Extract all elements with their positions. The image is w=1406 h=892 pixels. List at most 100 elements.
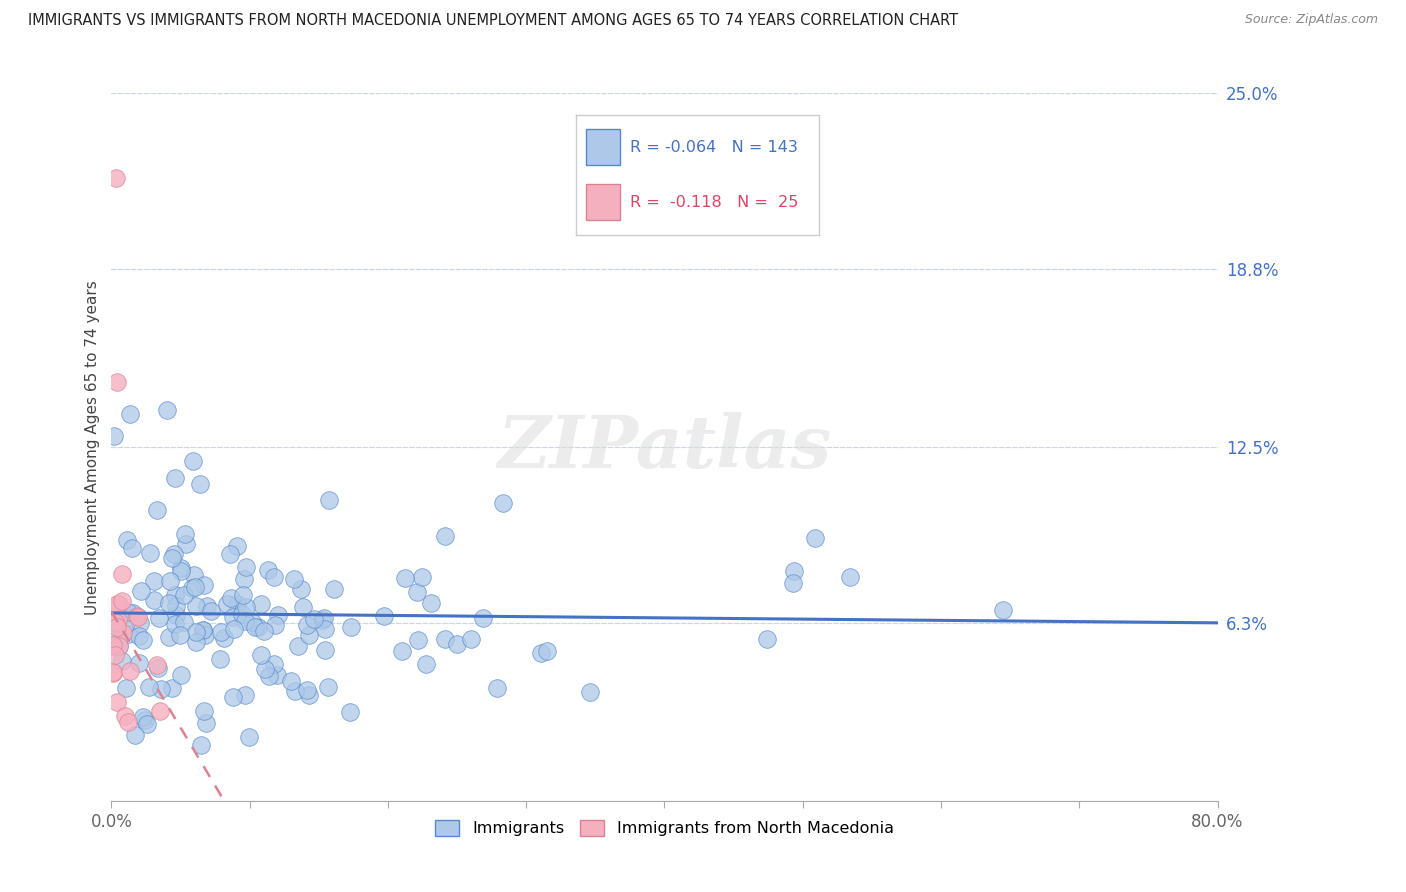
Point — [433, 529, 456, 543]
Point — [238, 730, 260, 744]
Point — [406, 585, 429, 599]
Point — [231, 607, 253, 622]
Point — [117, 626, 139, 640]
Point — [803, 531, 825, 545]
Point — [266, 668, 288, 682]
Point — [579, 685, 602, 699]
Point — [209, 652, 232, 666]
Point — [257, 669, 280, 683]
Point — [188, 476, 211, 491]
Point — [105, 620, 128, 634]
Point — [170, 668, 193, 682]
Point — [485, 681, 508, 695]
Legend: Immigrants, Immigrants from North Macedonia: Immigrants, Immigrants from North Macedo… — [429, 814, 900, 843]
Point — [111, 594, 134, 608]
Point — [536, 644, 558, 658]
Point — [107, 639, 129, 653]
Point — [235, 600, 257, 615]
Point — [194, 716, 217, 731]
Point — [295, 683, 318, 698]
Point — [290, 582, 312, 596]
Point — [219, 591, 242, 605]
Point — [193, 623, 215, 637]
Text: IMMIGRANTS VS IMMIGRANTS FROM NORTH MACEDONIA UNEMPLOYMENT AMONG AGES 65 TO 74 Y: IMMIGRANTS VS IMMIGRANTS FROM NORTH MACE… — [28, 13, 959, 29]
Point — [143, 592, 166, 607]
Point — [246, 620, 269, 634]
Point — [132, 710, 155, 724]
Point — [434, 632, 457, 646]
Point — [242, 615, 264, 629]
Point — [105, 695, 128, 709]
Point — [104, 648, 127, 662]
Point — [193, 578, 215, 592]
Point — [263, 570, 285, 584]
Point — [232, 588, 254, 602]
Point — [173, 588, 195, 602]
Point — [149, 681, 172, 696]
Point — [373, 608, 395, 623]
Point — [267, 607, 290, 622]
Point — [165, 607, 187, 622]
Point — [200, 604, 222, 618]
Point — [101, 666, 124, 681]
Point — [156, 402, 179, 417]
Point — [118, 407, 141, 421]
Point — [101, 632, 124, 647]
Point — [124, 728, 146, 742]
Point — [226, 539, 249, 553]
Point — [209, 625, 232, 640]
Point — [298, 628, 321, 642]
Point — [222, 690, 245, 704]
Point — [446, 637, 468, 651]
Point — [127, 610, 149, 624]
Point — [146, 661, 169, 675]
Point — [174, 537, 197, 551]
Point — [471, 611, 494, 625]
Point — [165, 588, 187, 602]
Point — [302, 612, 325, 626]
Point — [121, 541, 143, 556]
Point — [415, 657, 437, 671]
Point — [112, 625, 135, 640]
Point — [165, 599, 187, 613]
Point — [136, 717, 159, 731]
Point — [214, 632, 236, 646]
Point — [114, 681, 136, 695]
Point — [420, 596, 443, 610]
Point — [117, 605, 139, 619]
Point — [250, 597, 273, 611]
Point — [243, 620, 266, 634]
Point — [253, 624, 276, 639]
Point — [134, 713, 156, 727]
Point — [148, 611, 170, 625]
Point — [129, 616, 152, 631]
Text: Source: ZipAtlas.com: Source: ZipAtlas.com — [1244, 13, 1378, 27]
Point — [491, 496, 513, 510]
Point — [160, 551, 183, 566]
Point — [104, 171, 127, 186]
Point — [233, 572, 256, 586]
Point — [782, 575, 804, 590]
Point — [131, 633, 153, 648]
Point — [287, 640, 309, 654]
Point — [143, 574, 166, 588]
Point — [215, 597, 238, 611]
Point — [314, 622, 336, 636]
Point — [163, 471, 186, 485]
Point — [107, 639, 129, 653]
Point — [169, 627, 191, 641]
Point — [121, 606, 143, 620]
Point — [183, 568, 205, 582]
Point — [157, 631, 180, 645]
Point — [839, 570, 862, 584]
Point — [159, 574, 181, 589]
Point — [191, 623, 214, 637]
Point — [222, 610, 245, 624]
Point — [283, 572, 305, 586]
Point — [183, 581, 205, 595]
Point — [411, 569, 433, 583]
Point — [263, 657, 285, 672]
Point — [298, 688, 321, 702]
Point — [101, 638, 124, 652]
Point — [127, 608, 149, 623]
